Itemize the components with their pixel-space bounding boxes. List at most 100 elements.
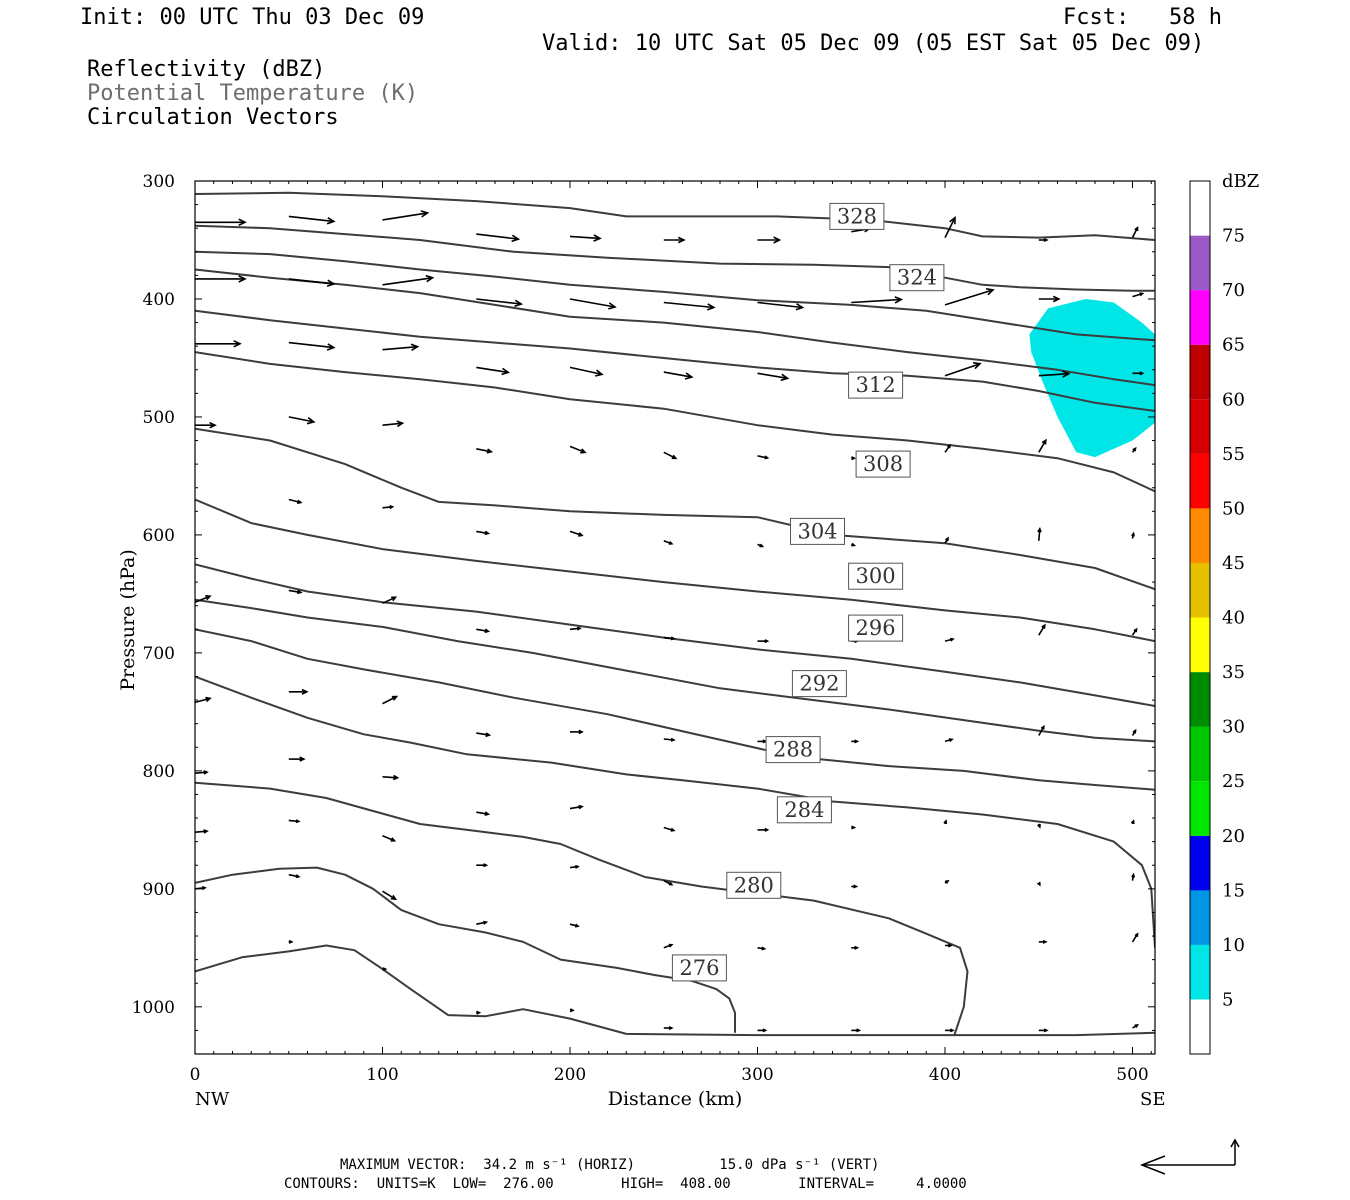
y-tick-label: 900 — [143, 880, 175, 900]
contour-label-box — [848, 371, 904, 399]
theta-contour-284 — [195, 675, 1155, 948]
circulation-vector — [851, 825, 857, 830]
circulation-vector — [1036, 881, 1041, 887]
circulation-vector — [1038, 1028, 1049, 1033]
circulation-vector — [382, 835, 397, 842]
field-reflectivity: Reflectivity (dBZ) — [87, 57, 326, 82]
circulation-vector — [288, 939, 294, 944]
circulation-vector — [851, 1028, 862, 1033]
theta-contour-280 — [195, 781, 969, 1036]
circulation-vector — [382, 596, 398, 605]
circulation-vector — [757, 946, 767, 951]
circulation-vector — [943, 819, 948, 825]
y-tick-label: 500 — [143, 408, 175, 428]
circulation-vector — [1038, 370, 1071, 378]
circulation-vector — [663, 879, 674, 886]
colorbar-level-label: 15 — [1222, 880, 1245, 901]
contour-label-296: 296 — [856, 616, 896, 640]
circulation-vector — [1038, 438, 1047, 453]
colorbar-frame — [1189, 180, 1211, 1055]
circulation-vector — [476, 448, 494, 454]
circulation-vector — [382, 774, 400, 781]
circulation-vector — [663, 1025, 674, 1031]
contour-label-280: 280 — [734, 873, 774, 897]
contour-label-box — [790, 517, 845, 545]
circulation-vector — [757, 827, 770, 832]
circulation-vector — [944, 288, 995, 306]
y-tick-label: 300 — [143, 172, 175, 192]
colorbar-level-label: 45 — [1222, 553, 1245, 574]
circulation-vector — [663, 943, 674, 949]
circulation-vector — [476, 628, 491, 634]
theta-contour-316 — [195, 268, 1155, 387]
circulation-vector — [944, 362, 982, 377]
circulation-vector — [382, 274, 435, 286]
circulation-vector — [1132, 292, 1145, 298]
circulation-vector — [194, 595, 212, 603]
x-left-end-label: NW — [195, 1089, 230, 1110]
colorbar-level-label: 20 — [1222, 826, 1245, 847]
circulation-vector — [663, 737, 676, 742]
contour-label-box — [791, 670, 847, 698]
circulation-vector — [663, 826, 676, 832]
contour-label-box — [671, 954, 727, 982]
colorbar-level-label: 60 — [1222, 389, 1245, 410]
colorbar-title: dBZ — [1222, 171, 1259, 192]
circulation-vector — [476, 863, 489, 868]
theta-contour-296 — [195, 563, 1155, 707]
x-tick-label: 400 — [929, 1065, 961, 1085]
circulation-vector — [569, 1008, 575, 1013]
circulation-vector — [944, 215, 956, 238]
colorbar-level-label: 65 — [1222, 335, 1245, 356]
circulation-vector — [195, 275, 247, 283]
reference-vector-icon — [1139, 1138, 1240, 1175]
colorbar-segment — [1190, 508, 1210, 563]
circulation-vector — [944, 637, 955, 642]
circulation-vector — [1037, 823, 1041, 829]
circulation-vector — [288, 215, 336, 225]
contour-label-292: 292 — [799, 672, 839, 696]
circulation-vector — [1038, 939, 1048, 944]
colorbar-segment — [1190, 290, 1210, 345]
circulation-vector — [757, 236, 782, 244]
circulation-vector — [944, 536, 949, 544]
circulation-vector — [476, 366, 511, 376]
circulation-vector — [194, 770, 209, 775]
y-axis-label: Pressure (hPa) — [117, 549, 139, 691]
colorbar-level-label: 25 — [1222, 771, 1245, 792]
circulation-vector — [851, 456, 857, 461]
y-tick-label: 1000 — [132, 998, 175, 1018]
circulation-vector — [851, 542, 857, 547]
colorbar-segment — [1190, 835, 1210, 891]
colorbar-level-label: 5 — [1222, 989, 1233, 1010]
theta-contour-304 — [195, 427, 1155, 591]
circulation-vector — [288, 756, 306, 762]
theta-contour-288 — [195, 628, 1155, 791]
colorbar-segment — [1190, 999, 1210, 1054]
circulation-vector — [569, 530, 584, 537]
contour-label-288: 288 — [773, 738, 813, 762]
circulation-vector — [851, 945, 860, 950]
circulation-vector — [195, 218, 247, 227]
circulation-vector — [1038, 237, 1049, 243]
theta-contour-308 — [195, 351, 1155, 493]
circulation-vector — [288, 589, 303, 595]
circulation-vector — [476, 233, 521, 243]
theta-contour-312 — [195, 309, 1155, 412]
colorbar-segment — [1190, 944, 1210, 1000]
contour-label-308: 308 — [863, 452, 903, 476]
colorbar-level-label: 35 — [1222, 662, 1245, 683]
circulation-vector — [757, 543, 765, 548]
circulation-vector — [944, 738, 954, 743]
circulation-vector — [945, 1028, 955, 1033]
circulation-vector — [757, 301, 805, 311]
contour-label-box — [726, 871, 782, 899]
circulation-vector — [663, 636, 676, 641]
circulation-vector — [194, 829, 209, 834]
circulation-vector — [944, 879, 950, 884]
x-tick-label: 100 — [366, 1065, 398, 1085]
circulation-vector — [663, 236, 686, 244]
circulation-vector — [851, 884, 859, 889]
plot-frame — [194, 180, 1156, 1055]
